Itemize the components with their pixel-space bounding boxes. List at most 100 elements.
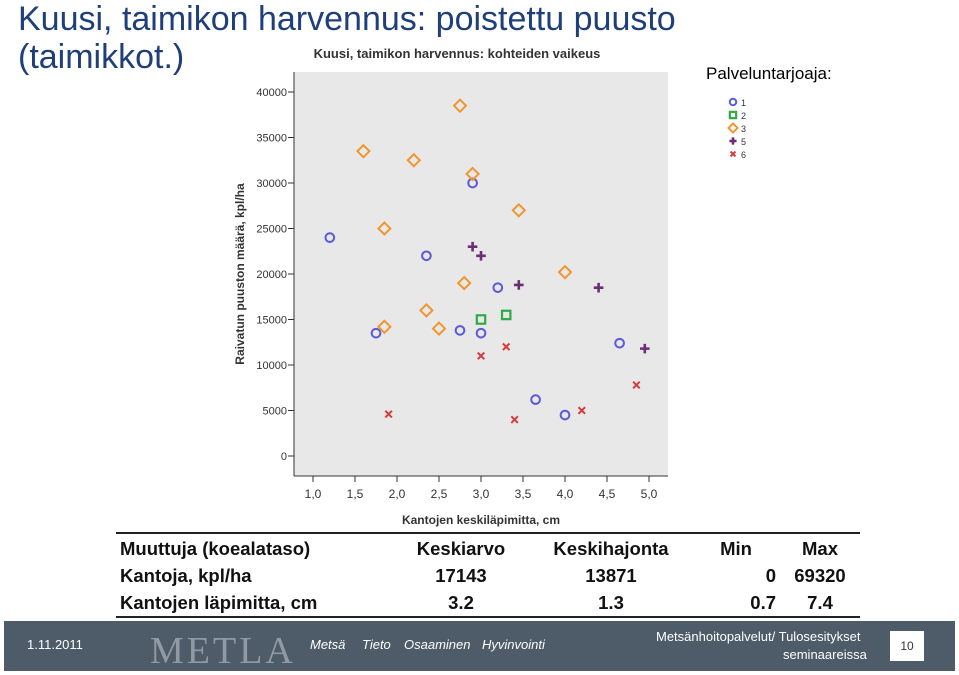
table-cell: Kantojen läpimitta, cm [116, 589, 392, 618]
data-point-series-5 [640, 343, 650, 354]
y-tick-label: 20000 [256, 269, 287, 281]
data-point-series-1 [324, 232, 336, 243]
page-number: 10 [890, 631, 924, 661]
data-point-series-6 [577, 406, 586, 415]
chart-legend: 1 2 3 5 6 [727, 97, 746, 160]
legend-label: 3 [741, 124, 746, 134]
data-point-series-6 [384, 410, 393, 419]
footer-tag: Osaaminen [404, 637, 471, 652]
y-axis: 0 5000 10000 15000 20000 25000 30000 35000 40000 [256, 72, 295, 476]
y-tick-label: 10000 [256, 360, 287, 372]
header-std: Keskihajonta [530, 532, 692, 562]
table-cell: 13871 [585, 565, 637, 586]
footer-tag: Tieto [362, 637, 391, 652]
slide-title: Kuusi, taimikon harvennus: poistettu puu… [18, 0, 778, 76]
table-cell: 17143 [435, 565, 487, 586]
data-point-series-1 [559, 409, 571, 421]
x-tick-label: 3,5 [515, 487, 532, 501]
data-point-series-1 [614, 337, 625, 349]
slide-title-line-2: (taimikkot.) [18, 38, 185, 76]
footer-date: 1.11.2011 [27, 637, 83, 652]
table-row: Kantojen läpimitta, cm 3.2 1.3 0.7 7.4 [116, 589, 860, 618]
x-tick-label: 4,5 [599, 487, 616, 501]
table-row: Kantoja, kpl/ha 17143 13871 0 69320 [116, 562, 860, 589]
y-tick-label: 25000 [256, 224, 287, 236]
data-point-series-5 [593, 282, 604, 293]
legend-label: 1 [741, 98, 746, 108]
legend-marker-5 [729, 137, 737, 145]
statistics-table: Muuttuja (koealataso) Keskiarvo Keskihaj… [116, 532, 860, 618]
y-tick-label: 0 [281, 451, 287, 463]
legend-label: 6 [741, 150, 746, 160]
data-point-series-6 [632, 381, 641, 390]
data-point-series-2 [475, 314, 487, 325]
x-tick-label: 3,0 [473, 487, 490, 501]
header-min: Min [692, 532, 780, 562]
chart-title: Kuusi, taimikon harvennus: kohteiden vai… [314, 46, 601, 61]
x-tick-label: 2,0 [389, 487, 406, 501]
table-cell: 0 [765, 565, 776, 586]
data-point-series-5 [476, 251, 486, 261]
x-tick-label: 2,5 [431, 487, 448, 501]
data-point-series-6 [502, 342, 511, 351]
y-tick-label: 35000 [256, 133, 287, 145]
data-point-series-2 [500, 309, 512, 321]
data-point-series-3 [376, 221, 392, 236]
data-point-series-1 [530, 394, 541, 405]
x-axis-label: Kantojen keskiläpimitta, cm [402, 513, 560, 527]
x-tick-label: 1,0 [305, 487, 322, 501]
header-max: Max [780, 532, 860, 562]
data-point-series-1 [370, 327, 382, 339]
data-point-series-3 [452, 98, 468, 114]
data-point-series-3 [431, 321, 447, 337]
data-point-series-5 [514, 280, 524, 290]
data-points [324, 98, 650, 424]
x-tick-label: 4,0 [557, 487, 574, 501]
table-cell: 0.7 [692, 589, 780, 618]
header-mean: Keskiarvo [392, 532, 530, 562]
data-point-series-1 [492, 282, 504, 293]
header-variable: Muuttuja (koealataso) [116, 532, 392, 562]
legend-marker-3 [727, 122, 739, 134]
table-cell: 3.2 [392, 589, 530, 618]
table-cell: 7.4 [780, 589, 860, 618]
y-tick-label: 30000 [256, 178, 287, 190]
data-point-series-3 [511, 202, 527, 218]
data-point-series-3 [456, 275, 472, 291]
footer-tag: Metsä [310, 637, 346, 652]
y-tick-label: 15000 [256, 315, 287, 327]
scatter-chart: Kuusi, taimikon harvennus: kohteiden vai… [233, 46, 668, 527]
data-point-series-5 [467, 241, 478, 252]
data-point-series-3 [355, 143, 371, 159]
data-point-series-1 [454, 325, 466, 336]
legend-marker-1 [728, 97, 738, 107]
y-axis-label: Raivatun puuston määrä, kpl/ha [233, 183, 247, 365]
x-axis: 1,0 1,5 2,0 2,5 3,0 3,5 4,0 4,5 5,0 [294, 475, 668, 501]
table-cell: 1.3 [530, 589, 692, 618]
legend-marker-2 [728, 110, 738, 120]
y-tick-label: 40000 [256, 87, 287, 99]
data-point-series-3 [557, 264, 573, 280]
legend-marker-6 [729, 150, 737, 158]
table-header-row: Muuttuja (koealataso) Keskiarvo Keskihaj… [116, 532, 860, 562]
x-tick-label: 1,5 [347, 487, 364, 501]
slide-title-line-1: Kuusi, taimikon harvennus: poistettu puu… [18, 0, 676, 38]
legend-label: 2 [741, 111, 746, 121]
footer-right-line-1: Metsänhoitopalvelut/ Tulosesitykset [656, 629, 861, 644]
legend-title: Palveluntarjoaja: [706, 64, 832, 83]
data-point-series-6 [510, 415, 519, 424]
footer-right-line-2: seminaareissa [783, 647, 867, 662]
data-point-series-3 [376, 319, 392, 335]
data-point-series-6 [476, 351, 486, 360]
metla-logo: METLA [150, 630, 296, 671]
data-point-series-3 [418, 302, 434, 318]
footer-tag: Hyvinvointi [482, 637, 545, 652]
y-tick-label: 5000 [263, 406, 287, 418]
legend-label: 5 [741, 137, 746, 147]
data-point-series-1 [475, 327, 487, 339]
data-point-series-3 [406, 152, 422, 168]
footer-bar: 1.11.2011 METLA Metsä Tieto Osaaminen Hy… [4, 621, 955, 671]
data-point-series-1 [421, 250, 432, 262]
plot-area [294, 72, 668, 476]
table-cell: Kantoja, kpl/ha [120, 565, 252, 586]
